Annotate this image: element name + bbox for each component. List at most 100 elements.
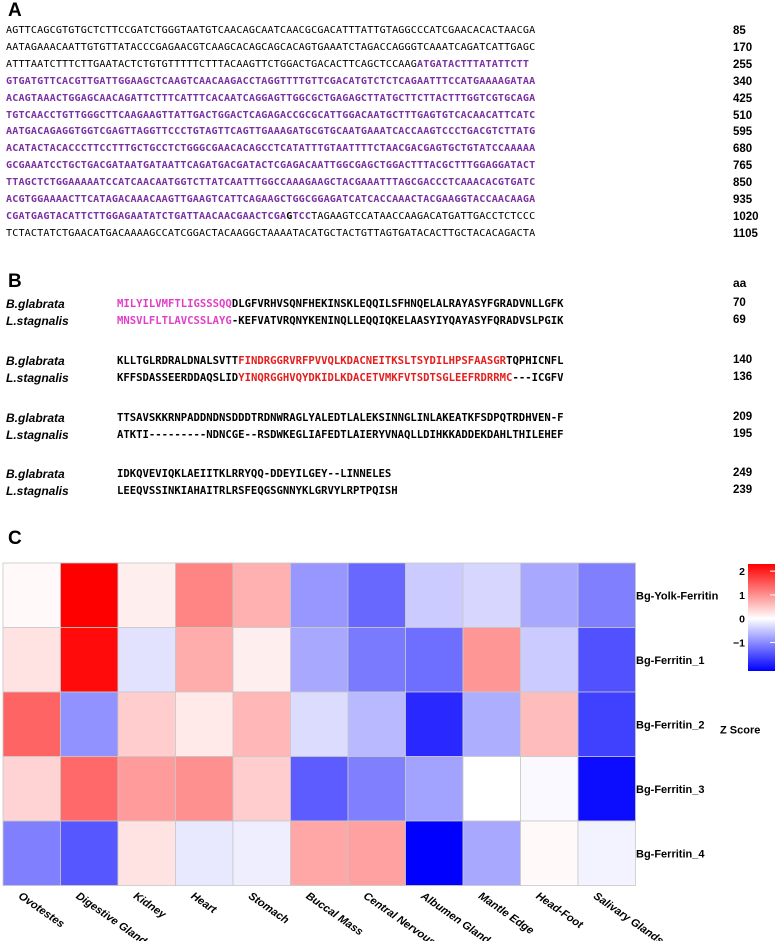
residue-count: 195 <box>733 427 753 440</box>
species-name: B.glabrata <box>6 297 65 311</box>
sequence-segment: G <box>286 210 293 222</box>
sequence-line: ACAGTAAACTGGAGCAACAGATTCTTTCATTTCACAATCA… <box>6 92 536 104</box>
heatmap-cell <box>232 756 291 822</box>
colorbar <box>748 564 775 671</box>
sequence-line: TGTCAACCTGTTGGGCTTCAAGAAGTTATTGACTGGACTC… <box>6 109 536 121</box>
panel-label-a: A <box>8 0 22 21</box>
heatmap-column-label: Kidney <box>131 890 169 921</box>
heatmap-cell <box>290 756 349 822</box>
protein-segment: ---ICGFV <box>512 371 564 384</box>
sequence-position-number: 1020 <box>733 210 759 223</box>
heatmap-cell <box>2 691 61 757</box>
heatmap-column-label: Buccal Mass <box>304 890 365 938</box>
sequence-line: ACATACTACACCCTTCCTTTGCTGCCTCTGGGCGAACACA… <box>6 144 535 154</box>
sequence-segment: AGTTCAGCGTGTGCTCTTCCGATCTGGGTAATGTCAACAG… <box>6 25 536 36</box>
heatmap-cell <box>117 562 176 628</box>
heatmap-cell <box>577 756 636 822</box>
heatmap-cell <box>290 627 349 693</box>
heatmap-cell <box>60 691 119 757</box>
heatmap-cell <box>290 562 349 628</box>
heatmap-column-label: Ovotestes <box>16 890 66 930</box>
heatmap-cell <box>520 691 579 757</box>
heatmap-cell <box>405 820 464 886</box>
protein-segment: LEEQVSSINKIAHAITRLRSFEQGSGNNYKLGRVYLRPTP… <box>117 484 398 497</box>
sequence-line: TCTACTATCTGAACATGACAAAAGCCATCGGACTACAAGG… <box>6 227 536 239</box>
heatmap-cell <box>60 820 119 886</box>
residue-count: 249 <box>733 467 753 479</box>
species-name: L.stagnalis <box>6 370 69 385</box>
heatmap-cell <box>462 691 521 757</box>
heatmap-cell <box>520 756 579 822</box>
heatmap-cell <box>175 691 234 757</box>
coding-sequence-segment: GTGATGTTCACGTTGATTGGAAGCTCAAGTCAACAAGACC… <box>6 75 536 87</box>
coding-sequence-segment: ATGATACTTTATATTCTT <box>416 58 530 70</box>
residue-count: 70 <box>733 297 746 309</box>
heatmap-cell <box>117 691 176 757</box>
sequence-position-number: 765 <box>733 160 753 173</box>
sequence-position-number: 595 <box>733 126 753 139</box>
heatmap-cell <box>232 627 291 693</box>
heatmap-cell <box>117 627 176 693</box>
heatmap-cell <box>232 820 291 886</box>
colorbar-tick-label: −1 <box>733 637 745 649</box>
heatmap-cell <box>2 627 61 693</box>
sequence-line: ATTTAATCTTTCTTGAATACTCTGTGTTTTTCTTTACAAG… <box>6 58 530 70</box>
sequence-line: GCGAAATCCTGCTGACGATAATGATAATTCAGATGACGAT… <box>6 161 535 171</box>
heatmap-cell <box>462 627 521 693</box>
heatmap-cell <box>175 562 234 628</box>
species-name: L.stagnalis <box>6 427 69 442</box>
residue-count: 239 <box>733 483 753 496</box>
coding-sequence-segment: TCC <box>292 210 312 222</box>
sequence-line: AATAGAAACAATTGTGTTATACCCGAGAACGTCAAGCACA… <box>6 42 535 53</box>
colorbar-label: Z Score <box>720 724 760 736</box>
heatmap-column-label: Mantle Edge <box>476 890 536 937</box>
heatmap-row-label: Bg-Yolk-Ferritin <box>636 590 719 602</box>
sequence-segment: TCTACTATCTGAACATGACAAAAGCCATCGGACTACAAGG… <box>6 227 536 239</box>
heatmap-cell <box>290 820 349 886</box>
sequence-position-number: 850 <box>733 177 753 190</box>
protein-segment: ATKTI---------NDNCGE--RSDWKEGLIAFEDTLAIE… <box>117 428 564 441</box>
aligned-protein-sequence: IDKQVEVIQKLAEIITKLRRYQQ-DDEYILGEY--LINNE… <box>117 468 391 480</box>
sequence-position-number: 85 <box>733 25 746 37</box>
heatmap-cell <box>347 562 406 628</box>
protein-segment: TQPHICNFL <box>506 355 564 367</box>
sequence-position-number: 680 <box>733 143 753 156</box>
heatmap-cell <box>175 756 234 822</box>
sequence-position-number: 1105 <box>733 227 758 240</box>
aligned-protein-sequence: LEEQVSSINKIAHAITRLRSFEQGSGNNYKLGRVYLRPTP… <box>117 485 398 497</box>
heatmap-cell <box>577 820 636 886</box>
panel-label-c: C <box>8 528 22 549</box>
aligned-protein-sequence: TTSAVSKKRNPADDNDNSDDDTRDNWRAGLYALEDTLALE… <box>117 412 563 424</box>
aligned-protein-sequence: MNSVLFLTLAVCSSLAYG-KEFVATVRQNYKENINQLLEQ… <box>117 315 563 327</box>
sequence-position-number: 935 <box>733 194 753 206</box>
colorbar-tick-label: 1 <box>739 590 745 602</box>
coding-sequence-segment: TGTCAACCTGTTGGGCTTCAAGAAGTTATTGACTGGACTC… <box>6 109 536 121</box>
heatmap-cell <box>405 627 464 693</box>
heatmap-row-label: Bg-Ferritin_4 <box>636 848 705 860</box>
sequence-segment: TAGAAGTCCATAACCAAGACATGATTGACCTCTCCC <box>311 210 536 222</box>
heatmap-cell <box>175 627 234 693</box>
coding-sequence-segment: TTAGCTCTGGAAAAATCCATCAACAATGGTCTTATCAATT… <box>6 177 536 189</box>
heatmap-row-label: Bg-Ferritin_1 <box>636 655 704 667</box>
species-name: B.glabrata <box>6 467 65 481</box>
sequence-position-number: 425 <box>733 92 753 105</box>
heatmap-cell <box>347 691 406 757</box>
heatmap-cell <box>175 820 234 886</box>
alignment-unit-label: aa <box>733 276 747 290</box>
heatmap-cell <box>232 691 291 757</box>
sequence-position-number: 510 <box>733 109 753 122</box>
residue-count: 140 <box>733 354 753 366</box>
sequence-line: TTAGCTCTGGAAAAATCCATCAACAATGGTCTTATCAATT… <box>6 178 535 188</box>
coding-sequence-segment: CGATGAGTACATTCTTGGAGAATATCTGATTAACAACGAA… <box>6 210 287 222</box>
signal-peptide-segment: MILYILVMFTLIGSSSQQ <box>117 298 232 310</box>
heatmap-cell <box>520 562 579 628</box>
heatmap-cell <box>405 756 464 822</box>
panel-label-b: B <box>8 271 22 292</box>
coding-sequence-segment: ACAGTAAACTGGAGCAACAGATTCTTTCATTTCACAATCA… <box>6 92 536 104</box>
heatmap-cell <box>232 562 291 628</box>
heatmap-cell <box>462 820 521 886</box>
sequence-line: AATGACAGAGGTGGTCGAGTTAGGTTCCCTGTAGTTCAGT… <box>6 127 535 137</box>
sequence-line: CGATGAGTACATTCTTGGAGAATATCTGATTAACAACGAA… <box>6 210 536 222</box>
coding-sequence-segment: ACGTGGAAAACTTCATAGACAAACAAGTTGAAGTCATTCA… <box>6 194 536 205</box>
species-name: B.glabrata <box>6 411 65 425</box>
